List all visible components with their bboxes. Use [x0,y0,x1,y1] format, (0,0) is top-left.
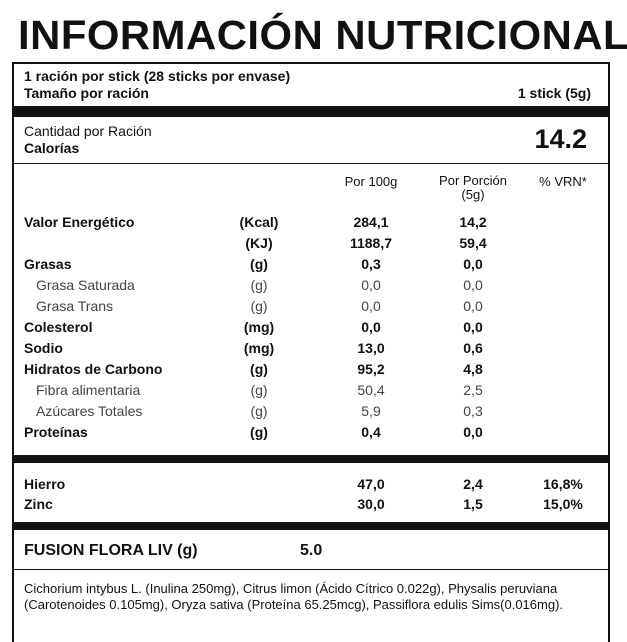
ingredient-value: 5.0 [300,542,323,559]
calories-value: 14.2 [534,124,587,154]
per-100g: 30,0 [357,496,385,512]
nutrient-unit: (Kcal) [239,214,279,230]
servings: 1 ración por stick (28 sticks por envase… [24,68,291,84]
nutrient-name: Fibra alimentaria [36,382,141,398]
nutrient-unit: (mg) [243,319,275,335]
nutrient-unit: (KJ) [245,235,273,251]
per-100g: 5,9 [361,403,381,419]
per-100g: 50,4 [357,382,385,398]
column-header: Por Porción (5g) [439,173,507,202]
per-portion: 1,5 [463,496,483,512]
nutrient-unit: (g) [250,256,268,272]
mineral-name: Hierro [24,476,66,492]
nutrient-name: Grasas [24,256,72,272]
ingredients-text: Cichorium intybus L. (Inulina 250mg), Ci… [24,581,564,612]
nutrient-unit: (g) [250,382,268,398]
nutrient-unit: (g) [250,298,268,314]
per-100g: 13,0 [357,340,385,356]
per-portion: 2,4 [463,476,483,492]
nutrient-name: Hidratos de Carbono [24,361,163,377]
per-portion: 0,3 [463,403,483,419]
column-header: Por 100g [344,174,398,189]
nutrient-name: Grasa Saturada [36,277,135,293]
vrn: 15,0% [543,496,583,512]
calories-label: Calorías [24,140,80,156]
mineral-name: Zinc [24,496,53,512]
per-portion: 0,0 [463,298,483,314]
column-header: % VRN* [539,174,587,189]
thick-rule [14,106,608,117]
nutrient-unit: (g) [250,277,268,293]
per-100g: 95,2 [357,361,385,377]
per-100g: 0,4 [361,424,381,440]
per-portion: 0,0 [463,319,483,335]
per-portion: 0,0 [463,424,483,440]
per-portion: 2,5 [463,382,483,398]
per-portion: 0,6 [463,340,483,356]
per-portion: 0,0 [463,277,483,293]
thin-rule [14,163,608,164]
nutrient-name: Proteínas [24,424,88,440]
ingredient-label: FUSION FLORA LIV (g) [24,542,198,559]
per-portion: 0,0 [463,256,483,272]
per-100g: 0,0 [361,319,381,335]
per-100g: 0,3 [361,256,381,272]
nutrient-unit: (mg) [243,340,275,356]
per-100g: 47,0 [357,476,385,492]
per-portion: 4,8 [463,361,483,377]
serving-size-value: 1 stick (5g) [517,85,591,101]
per-portion: 59,4 [459,235,487,251]
thick-rule [14,522,608,530]
thick-rule [14,455,608,463]
serving-size-label: Tamaño por ración [24,85,149,101]
vrn: 16,8% [543,476,583,492]
nutrient-name: Colesterol [24,319,93,335]
title: INFORMACIÓN NUTRICIONAL [18,12,627,58]
nutrient-name: Valor Energético [24,214,135,230]
amount-label: Cantidad por Ración [24,123,152,139]
nutrient-name: Azúcares Totales [36,403,143,419]
per-100g: 0,0 [361,298,381,314]
nutrient-name: Grasa Trans [36,298,114,314]
per-portion: 14,2 [459,214,487,230]
nutrient-unit: (g) [250,403,268,419]
nutrient-name: Sodio [24,340,63,356]
nutrient-unit: (g) [250,361,268,377]
per-100g: 0,0 [361,277,381,293]
thin-rule [14,569,608,570]
nutrient-unit: (g) [250,424,268,440]
panel-border [12,62,610,642]
per-100g: 284,1 [353,214,389,230]
per-100g: 1188,7 [349,235,393,251]
